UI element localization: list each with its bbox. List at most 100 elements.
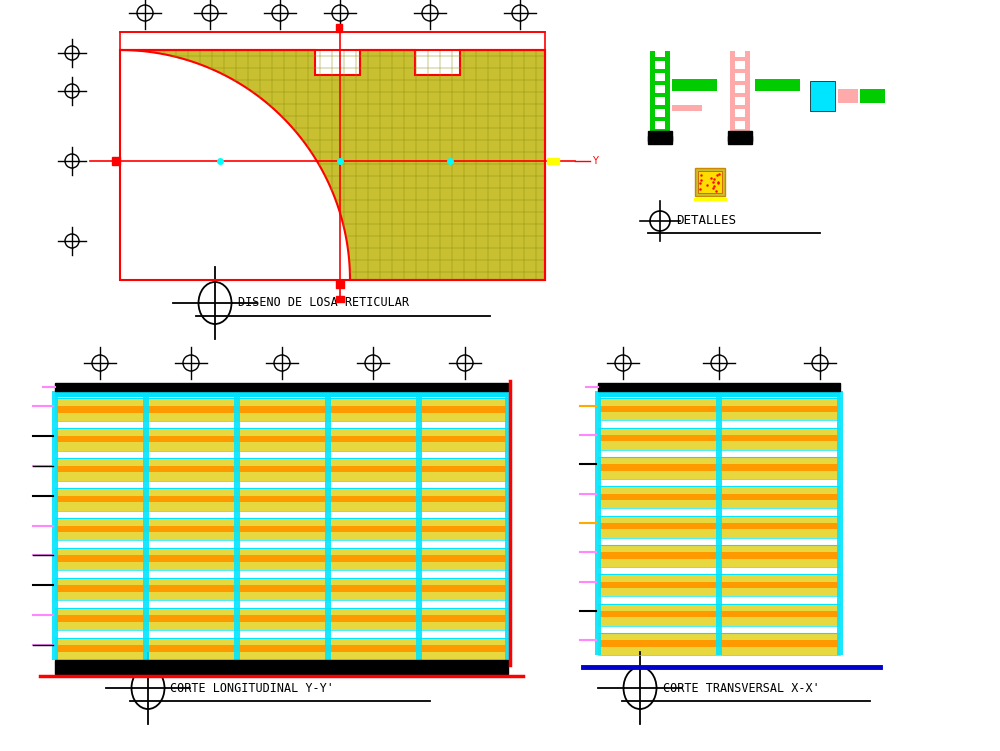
Bar [120, 50, 545, 280]
Bar [735, 49, 745, 57]
Bar [730, 105, 750, 109]
Bar [120, 32, 545, 50]
Bar [655, 61, 665, 69]
Bar [600, 435, 838, 442]
Bar [600, 523, 838, 529]
Bar [648, 131, 672, 141]
Bar [695, 168, 725, 196]
Bar [716, 391, 722, 655]
Bar [650, 93, 670, 97]
Bar [600, 493, 838, 500]
Bar [648, 136, 672, 144]
Bar [730, 69, 750, 73]
Bar [650, 105, 670, 109]
Bar [57, 496, 506, 502]
Bar [655, 49, 665, 57]
Bar [598, 633, 840, 655]
Bar [598, 457, 840, 479]
Bar [735, 121, 745, 129]
Bar [735, 85, 745, 93]
Bar [650, 69, 670, 73]
Bar [598, 604, 840, 626]
Bar [598, 516, 840, 538]
Bar [728, 131, 752, 141]
Bar [55, 638, 508, 660]
Bar [735, 61, 745, 69]
Bar [57, 406, 506, 412]
Bar [57, 436, 506, 442]
Bar [55, 428, 508, 451]
Bar [600, 611, 838, 617]
Bar [665, 51, 670, 141]
Bar [600, 552, 838, 559]
Bar [650, 129, 670, 133]
Bar [55, 391, 508, 397]
Bar [860, 89, 885, 103]
Bar [655, 109, 665, 117]
Bar [55, 660, 508, 674]
Bar [416, 391, 422, 660]
Bar [112, 157, 120, 165]
Bar [650, 51, 655, 141]
Bar [598, 398, 840, 421]
Bar [55, 458, 508, 481]
Bar [57, 585, 506, 592]
Bar [735, 73, 745, 81]
Bar [57, 556, 506, 562]
Bar [730, 93, 750, 97]
Bar [598, 545, 840, 567]
Text: DETALLES: DETALLES [676, 215, 736, 228]
Bar [728, 136, 752, 144]
Bar [650, 117, 670, 121]
Bar [730, 81, 750, 85]
Bar [55, 399, 508, 421]
Bar [672, 105, 702, 111]
Text: DISENO DE LOSA RETICULAR: DISENO DE LOSA RETICULAR [238, 297, 409, 309]
Bar [730, 129, 750, 133]
Bar [595, 391, 601, 655]
Bar [55, 383, 508, 391]
Bar [547, 158, 559, 164]
Bar [598, 391, 840, 655]
Bar [55, 578, 508, 600]
Bar [730, 57, 750, 61]
Bar [655, 97, 665, 105]
Bar [755, 79, 800, 91]
Bar [336, 24, 342, 32]
Bar [838, 89, 858, 103]
Bar [650, 81, 670, 85]
Bar [55, 608, 508, 630]
Bar [598, 487, 840, 508]
Bar [336, 280, 344, 288]
Bar [57, 645, 506, 652]
Bar [598, 383, 840, 391]
Bar [598, 575, 840, 596]
Text: Y: Y [592, 156, 598, 166]
Bar [600, 464, 838, 471]
Bar [672, 79, 717, 91]
Bar [505, 391, 511, 660]
Text: CORTE TRANSVERSAL X-X': CORTE TRANSVERSAL X-X' [663, 681, 820, 695]
Bar [143, 391, 149, 660]
Bar [655, 73, 665, 81]
Polygon shape [120, 50, 545, 280]
Bar [735, 97, 745, 105]
Bar [234, 391, 240, 660]
Bar [650, 57, 670, 61]
Bar [55, 518, 508, 541]
Bar [600, 582, 838, 588]
Bar [730, 51, 735, 141]
Bar [57, 466, 506, 472]
Bar [600, 641, 838, 647]
Bar [837, 391, 843, 655]
Bar [745, 51, 750, 141]
Bar [655, 121, 665, 129]
Bar [55, 391, 508, 660]
Text: CORTE LONGITUDINAL Y-Y': CORTE LONGITUDINAL Y-Y' [170, 681, 334, 695]
Bar [52, 391, 58, 660]
Bar [810, 81, 835, 111]
Bar [57, 526, 506, 532]
Bar [655, 85, 665, 93]
Bar [598, 391, 840, 397]
Bar [735, 109, 745, 117]
